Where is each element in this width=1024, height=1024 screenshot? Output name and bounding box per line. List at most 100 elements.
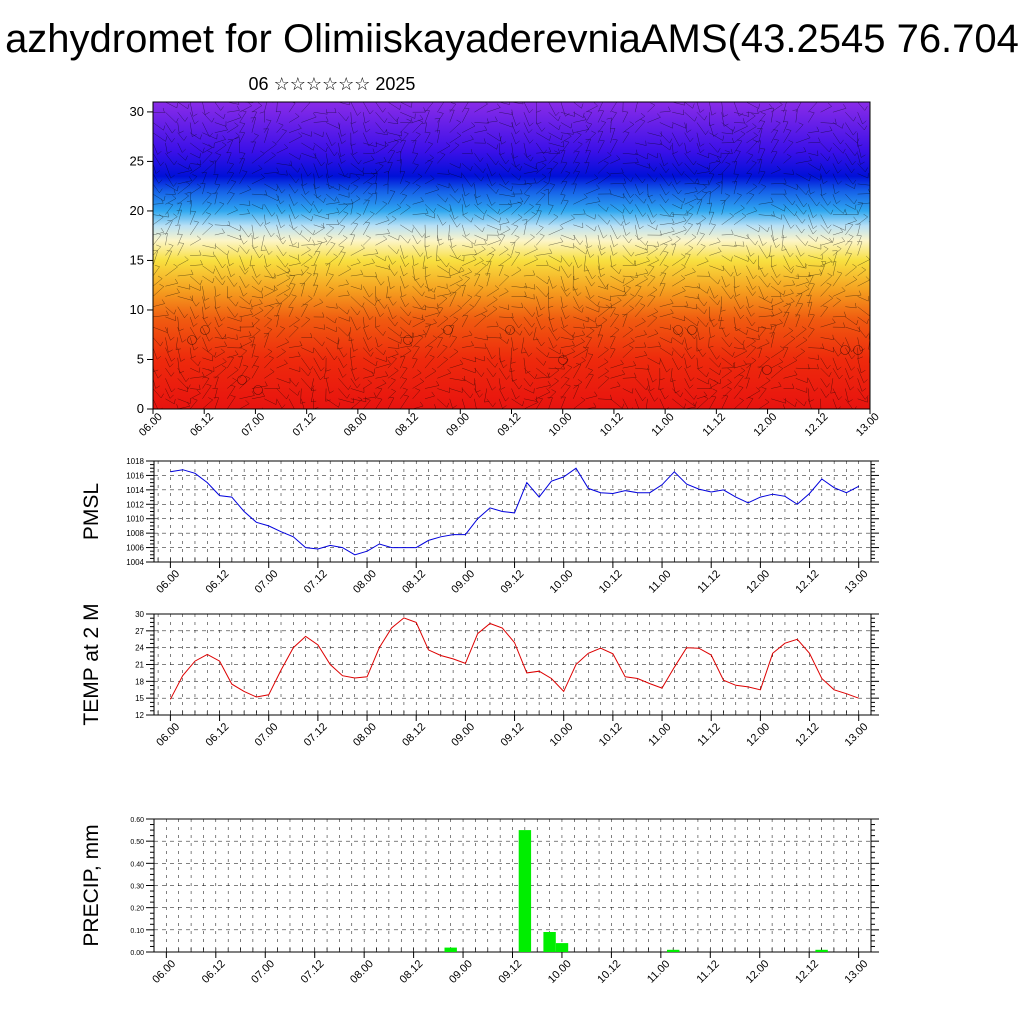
wind-barb-feather bbox=[586, 336, 592, 338]
wind-barb bbox=[412, 200, 424, 205]
wind-barb-feather bbox=[582, 346, 587, 350]
wind-barb bbox=[721, 382, 732, 389]
wind-barb-feather bbox=[792, 200, 796, 206]
wind-barb-feather bbox=[681, 171, 685, 176]
wind-barb bbox=[288, 255, 299, 260]
wind-barb-feather bbox=[527, 182, 532, 186]
wind-barb-feather bbox=[517, 214, 523, 218]
wind-barb bbox=[795, 234, 806, 246]
wind-barb bbox=[486, 288, 500, 297]
wind-barb bbox=[746, 398, 754, 409]
wind-barb-feather bbox=[375, 248, 379, 254]
wind-barb bbox=[474, 129, 487, 133]
wind-barb bbox=[523, 388, 534, 394]
wind-barb-feather bbox=[686, 129, 692, 133]
wind-barb bbox=[573, 349, 587, 359]
wind-barb-feather bbox=[249, 309, 253, 315]
wind-barb bbox=[486, 254, 495, 266]
wind-barb bbox=[684, 285, 700, 289]
wind-barb bbox=[165, 347, 172, 362]
wind-barb-feather bbox=[328, 175, 333, 178]
wind-barb-feather bbox=[683, 225, 687, 231]
wind-barb bbox=[733, 337, 743, 346]
wind-barb-feather bbox=[431, 391, 435, 397]
wind-barb bbox=[412, 186, 421, 195]
wind-barb-feather bbox=[694, 194, 698, 199]
wind-barb-feather bbox=[554, 367, 560, 371]
wind-barb bbox=[375, 399, 383, 409]
wind-barb-feather bbox=[583, 112, 585, 118]
wind-barb-feather bbox=[267, 348, 273, 352]
wind-barb-feather bbox=[341, 160, 346, 164]
calm-wind-circle bbox=[237, 375, 247, 385]
wind-barb-feather bbox=[440, 152, 446, 155]
wind-barb bbox=[721, 195, 730, 205]
wind-barb bbox=[635, 346, 647, 348]
wind-barb bbox=[387, 138, 402, 144]
wind-barb bbox=[239, 245, 247, 254]
wind-barb bbox=[684, 163, 695, 175]
wind-barb-feather bbox=[491, 386, 496, 391]
x-tick-label: 11.00 bbox=[646, 721, 673, 748]
wind-barb bbox=[338, 388, 348, 399]
wind-barb-feather bbox=[302, 183, 308, 186]
wind-barb-feather bbox=[718, 362, 722, 368]
wind-barb-feather bbox=[671, 218, 675, 224]
wind-barb bbox=[548, 205, 554, 215]
wind-barb-feather bbox=[717, 300, 721, 306]
wind-barb-feather bbox=[375, 272, 378, 278]
wind-barb bbox=[214, 192, 218, 205]
wind-barb-feather bbox=[710, 223, 716, 226]
wind-barb-feather bbox=[297, 258, 301, 264]
wind-barb-feather bbox=[541, 127, 546, 132]
wind-barb-feather bbox=[484, 125, 488, 131]
wind-barb-feather bbox=[421, 233, 426, 238]
wind-barb-feather bbox=[248, 331, 252, 336]
wind-barb bbox=[177, 203, 183, 215]
wind-barb bbox=[783, 292, 794, 297]
wind-barb-feather bbox=[229, 192, 235, 194]
wind-barb-feather bbox=[302, 303, 308, 306]
wind-barb-feather bbox=[769, 255, 775, 257]
wind-barb bbox=[424, 322, 437, 328]
wind-barb bbox=[610, 329, 620, 338]
wind-barb bbox=[301, 224, 314, 235]
wind-barb-feather bbox=[271, 91, 275, 94]
wind-barb-feather bbox=[271, 212, 276, 217]
wind-barb-feather bbox=[377, 397, 383, 400]
wind-barb bbox=[214, 388, 218, 399]
wind-barb-feather bbox=[622, 208, 625, 214]
wind-barb bbox=[857, 102, 865, 111]
wind-barb bbox=[214, 160, 216, 174]
wind-barb-feather bbox=[534, 374, 538, 379]
wind-barb bbox=[474, 347, 487, 349]
wind-barb-feather bbox=[234, 366, 239, 370]
wind-barb bbox=[325, 227, 334, 236]
wind-barb-feather bbox=[251, 111, 257, 113]
wind-barb bbox=[153, 193, 165, 202]
wind-barb-feather bbox=[662, 243, 668, 246]
wind-barb-feather bbox=[443, 92, 447, 95]
wind-barb bbox=[251, 275, 259, 285]
wind-barb-feather bbox=[740, 314, 745, 319]
wind-barb bbox=[709, 142, 718, 153]
wind-barb bbox=[770, 265, 777, 278]
wind-barb bbox=[770, 332, 775, 348]
wind-barb bbox=[597, 307, 611, 318]
wind-barb bbox=[498, 367, 507, 380]
wind-barb bbox=[820, 275, 833, 287]
wind-barb bbox=[783, 338, 796, 348]
wind-barb-feather bbox=[480, 176, 484, 182]
wind-barb bbox=[449, 193, 459, 204]
x-tick-label: 10.00 bbox=[548, 568, 576, 596]
wind-barb-feather bbox=[256, 274, 261, 278]
wind-barb-feather bbox=[574, 170, 580, 172]
wind-barb bbox=[474, 296, 482, 307]
wind-barb-feather bbox=[668, 106, 671, 112]
wind-barb-feather bbox=[248, 337, 253, 342]
wind-barb-feather bbox=[869, 213, 870, 214]
wind-barb-feather bbox=[645, 240, 649, 246]
wind-barb-feather bbox=[808, 156, 812, 161]
wind-barb-feather bbox=[611, 264, 617, 268]
